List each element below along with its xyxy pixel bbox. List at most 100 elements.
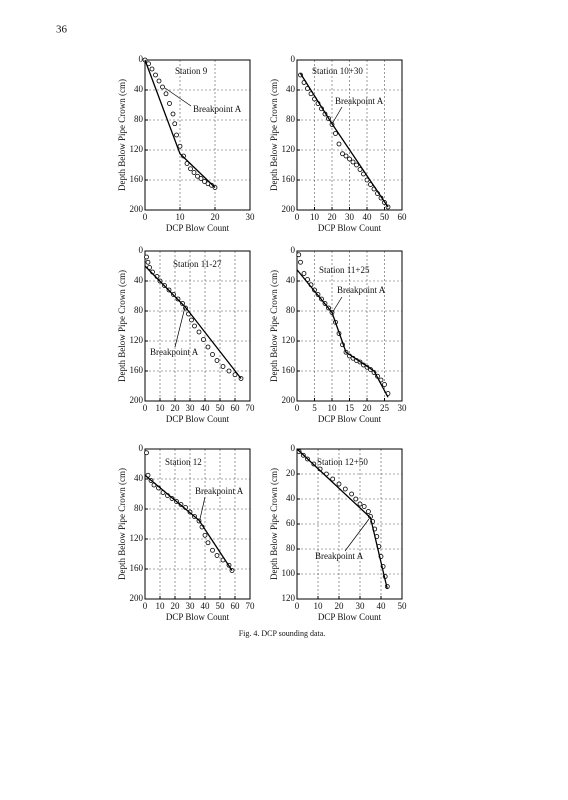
data-point bbox=[156, 78, 162, 84]
annotation-arrow bbox=[331, 296, 343, 314]
data-point bbox=[336, 481, 342, 487]
data-point bbox=[301, 271, 307, 276]
annotation-arrow bbox=[344, 518, 370, 552]
x-tick-label: 50 bbox=[216, 601, 226, 611]
y-tick-label: 200 bbox=[282, 204, 296, 214]
data-point bbox=[330, 476, 336, 482]
data-point bbox=[205, 540, 211, 546]
data-point bbox=[205, 344, 211, 350]
station-label: Station 12 bbox=[165, 457, 202, 467]
y-tick-label: 120 bbox=[130, 335, 144, 345]
fit-line bbox=[144, 265, 242, 379]
y-tick-label: 80 bbox=[286, 543, 296, 553]
x-tick-label: 50 bbox=[216, 403, 226, 413]
y-tick-label: 120 bbox=[130, 144, 144, 154]
y-tick-label: 0 bbox=[291, 245, 296, 255]
y-tick-label: 40 bbox=[286, 275, 296, 285]
data-point bbox=[192, 323, 197, 329]
station-label: Station 11-27 bbox=[173, 259, 222, 269]
y-axis-title: Depth Below Pipe Crown (cm) bbox=[269, 468, 279, 580]
chart: 0 10 20 30 40 50 60 0 40 80 120 160 200 DCP Blow Coun… bbox=[269, 54, 407, 233]
x-axis-title: DCP Blow Count bbox=[166, 612, 230, 622]
data-point bbox=[365, 509, 371, 514]
y-axis-title: Depth Below Pipe Crown (cm) bbox=[117, 270, 127, 382]
data-point bbox=[343, 153, 349, 159]
x-tick-label: 0 bbox=[295, 212, 300, 222]
data-point bbox=[147, 265, 152, 270]
y-tick-label: 120 bbox=[282, 593, 296, 603]
chart: 0 10 20 30 40 50 60 70 0 40 80 120 160 200 DCP Blow Co… bbox=[117, 245, 255, 424]
data-point bbox=[188, 166, 193, 172]
x-tick-label: 0 bbox=[295, 403, 300, 413]
y-tick-label: 100 bbox=[282, 568, 296, 578]
plot-frame bbox=[296, 250, 403, 402]
y-tick-label: 0 bbox=[291, 54, 296, 64]
y-tick-label: 80 bbox=[134, 503, 144, 513]
y-tick-label: 120 bbox=[130, 533, 144, 543]
chart: 0 10 20 30 40 50 60 70 0 40 80 120 160 200 DCP Blow Co… bbox=[117, 443, 255, 622]
y-tick-label: 160 bbox=[282, 365, 296, 375]
y-tick-label: 80 bbox=[134, 305, 144, 315]
data-point bbox=[189, 317, 194, 323]
data-point bbox=[214, 358, 220, 363]
x-axis-title: DCP Blow Count bbox=[166, 414, 230, 424]
data-point bbox=[349, 491, 355, 497]
fit-line bbox=[296, 448, 388, 590]
data-point bbox=[195, 173, 200, 179]
annotation-arrow bbox=[199, 496, 206, 520]
x-tick-label: 25 bbox=[380, 403, 390, 413]
y-tick-label: 200 bbox=[130, 593, 144, 603]
x-axis-title: DCP Blow Count bbox=[318, 612, 382, 622]
x-tick-label: 20 bbox=[335, 601, 345, 611]
x-tick-label: 20 bbox=[328, 212, 338, 222]
x-tick-label: 10 bbox=[156, 403, 166, 413]
data-point bbox=[198, 176, 204, 181]
y-tick-label: 200 bbox=[130, 395, 144, 405]
data-point bbox=[353, 496, 359, 502]
fit-line bbox=[144, 474, 233, 571]
y-axis-title: Depth Below Pipe Crown (cm) bbox=[117, 79, 127, 191]
x-tick-label: 50 bbox=[380, 212, 390, 222]
x-tick-label: 20 bbox=[171, 403, 181, 413]
station-label: Station 9 bbox=[175, 66, 208, 76]
x-tick-label: 0 bbox=[143, 403, 148, 413]
page-number: 36 bbox=[56, 24, 68, 36]
x-tick-label: 20 bbox=[211, 212, 221, 222]
plot-frame bbox=[296, 448, 403, 600]
data-point bbox=[296, 252, 302, 258]
y-tick-label: 40 bbox=[134, 84, 144, 94]
x-tick-label: 0 bbox=[143, 212, 148, 222]
data-point bbox=[210, 547, 215, 553]
x-tick-label: 15 bbox=[345, 403, 355, 413]
x-tick-label: 30 bbox=[186, 601, 196, 611]
data-point bbox=[232, 372, 238, 378]
x-tick-label: 5 bbox=[312, 403, 317, 413]
x-tick-label: 10 bbox=[310, 212, 320, 222]
y-tick-label: 160 bbox=[130, 174, 144, 184]
y-tick-label: 120 bbox=[282, 144, 296, 154]
data-point bbox=[144, 254, 149, 260]
annotation: Breakpoint A bbox=[150, 347, 199, 357]
data-point bbox=[357, 501, 363, 507]
x-tick-label: 0 bbox=[295, 601, 300, 611]
data-point bbox=[163, 91, 169, 97]
data-point bbox=[167, 101, 172, 106]
data-point bbox=[220, 364, 226, 369]
x-tick-label: 30 bbox=[345, 212, 355, 222]
x-tick-label: 60 bbox=[398, 212, 408, 222]
y-tick-label: 160 bbox=[282, 174, 296, 184]
y-tick-label: 40 bbox=[286, 84, 296, 94]
figure-caption: Fig. 4. DCP sounding data. bbox=[239, 629, 326, 638]
y-tick-label: 0 bbox=[291, 443, 296, 453]
y-axis-title: Depth Below Pipe Crown (cm) bbox=[269, 79, 279, 191]
data-point bbox=[226, 368, 232, 374]
data-point bbox=[160, 84, 165, 90]
plot-frame bbox=[144, 59, 251, 211]
data-point bbox=[340, 151, 345, 157]
data-point bbox=[191, 170, 197, 175]
x-axis-title: DCP Blow Count bbox=[318, 414, 382, 424]
data-point bbox=[202, 532, 208, 538]
chart: 0 5 10 15 20 25 30 0 40 80 120 160 200 DCP Blow Count… bbox=[269, 245, 407, 424]
x-tick-label: 40 bbox=[201, 601, 211, 611]
